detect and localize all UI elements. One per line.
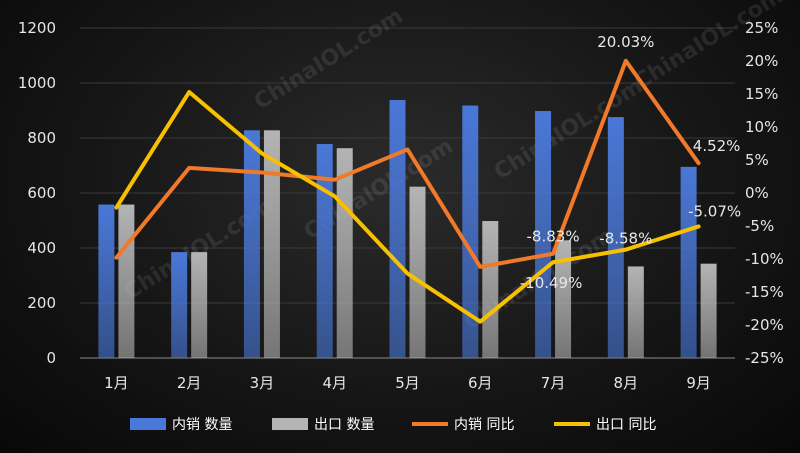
data-label: -5.07% [688,202,741,220]
y-right-tick-label: -10% [745,250,784,268]
data-label: -10.49% [520,274,583,292]
legend-swatch [272,418,308,430]
data-label: -8.58% [599,230,652,248]
legend-label: 出口 同比 [596,417,656,433]
y-left-tick-label: 200 [27,294,56,312]
bar-domestic [171,252,188,358]
line-domestic-yoy [114,58,701,269]
x-tick-label: 1月 [104,374,129,392]
bar-domestic [535,111,552,358]
x-tick-label: 3月 [250,374,275,392]
x-tick-label: 5月 [395,374,420,392]
bar-domestic [389,100,406,359]
data-label: 20.03% [597,33,654,51]
y-right-tick-label: -15% [745,283,784,301]
legend-label: 内销 数量 [172,417,232,433]
line-export-yoy [114,90,701,324]
data-label: 4.52% [693,137,741,155]
y-right-tick-label: 10% [745,118,778,136]
y-right-tick-label: -20% [745,316,784,334]
bar-export [555,240,572,358]
bar-export [700,263,717,358]
y-right-tick-label: 20% [745,52,778,70]
y-left-tick-label: 1200 [18,19,56,37]
y-right-tick-label: -5% [745,217,774,235]
bar-domestic [243,130,260,358]
y-left-tick-label: 600 [27,184,56,202]
legend-label: 内销 同比 [454,417,514,433]
bar-domestic [607,117,624,358]
legend-swatch [130,418,166,430]
x-tick-label: 8月 [614,374,639,392]
bar-domestic [316,144,333,358]
bar-export [482,221,499,358]
data-label: -8.83% [527,228,580,246]
y-left-tick-label: 800 [27,129,56,147]
y-right-tick-label: 0% [745,184,769,202]
y-right-tick-label: 15% [745,85,778,103]
y-right-tick-label: 25% [745,19,778,37]
y-left-tick-label: 1000 [18,74,56,92]
y-left-tick-label: 0 [46,349,56,367]
bar-export [118,204,135,358]
bar-export [263,130,280,358]
x-tick-label: 2月 [177,374,202,392]
y-left-tick-label: 400 [27,239,56,257]
bar-export [191,252,208,358]
x-tick-label: 4月 [322,374,347,392]
bar-export [409,186,426,358]
x-tick-label: 7月 [541,374,566,392]
bar-domestic [462,105,479,358]
legend-label: 出口 数量 [314,417,374,433]
watermark: ChinaIOL.com [250,4,408,115]
y-right-tick-label: 5% [745,151,769,169]
bar-domestic [98,204,115,358]
x-tick-label: 6月 [468,374,493,392]
bar-domestic [680,166,697,358]
bar-export [627,266,644,358]
y-right-tick-label: -25% [745,349,784,367]
x-tick-label: 9月 [686,374,711,392]
watermark: ChinaIOL.com [490,74,648,185]
